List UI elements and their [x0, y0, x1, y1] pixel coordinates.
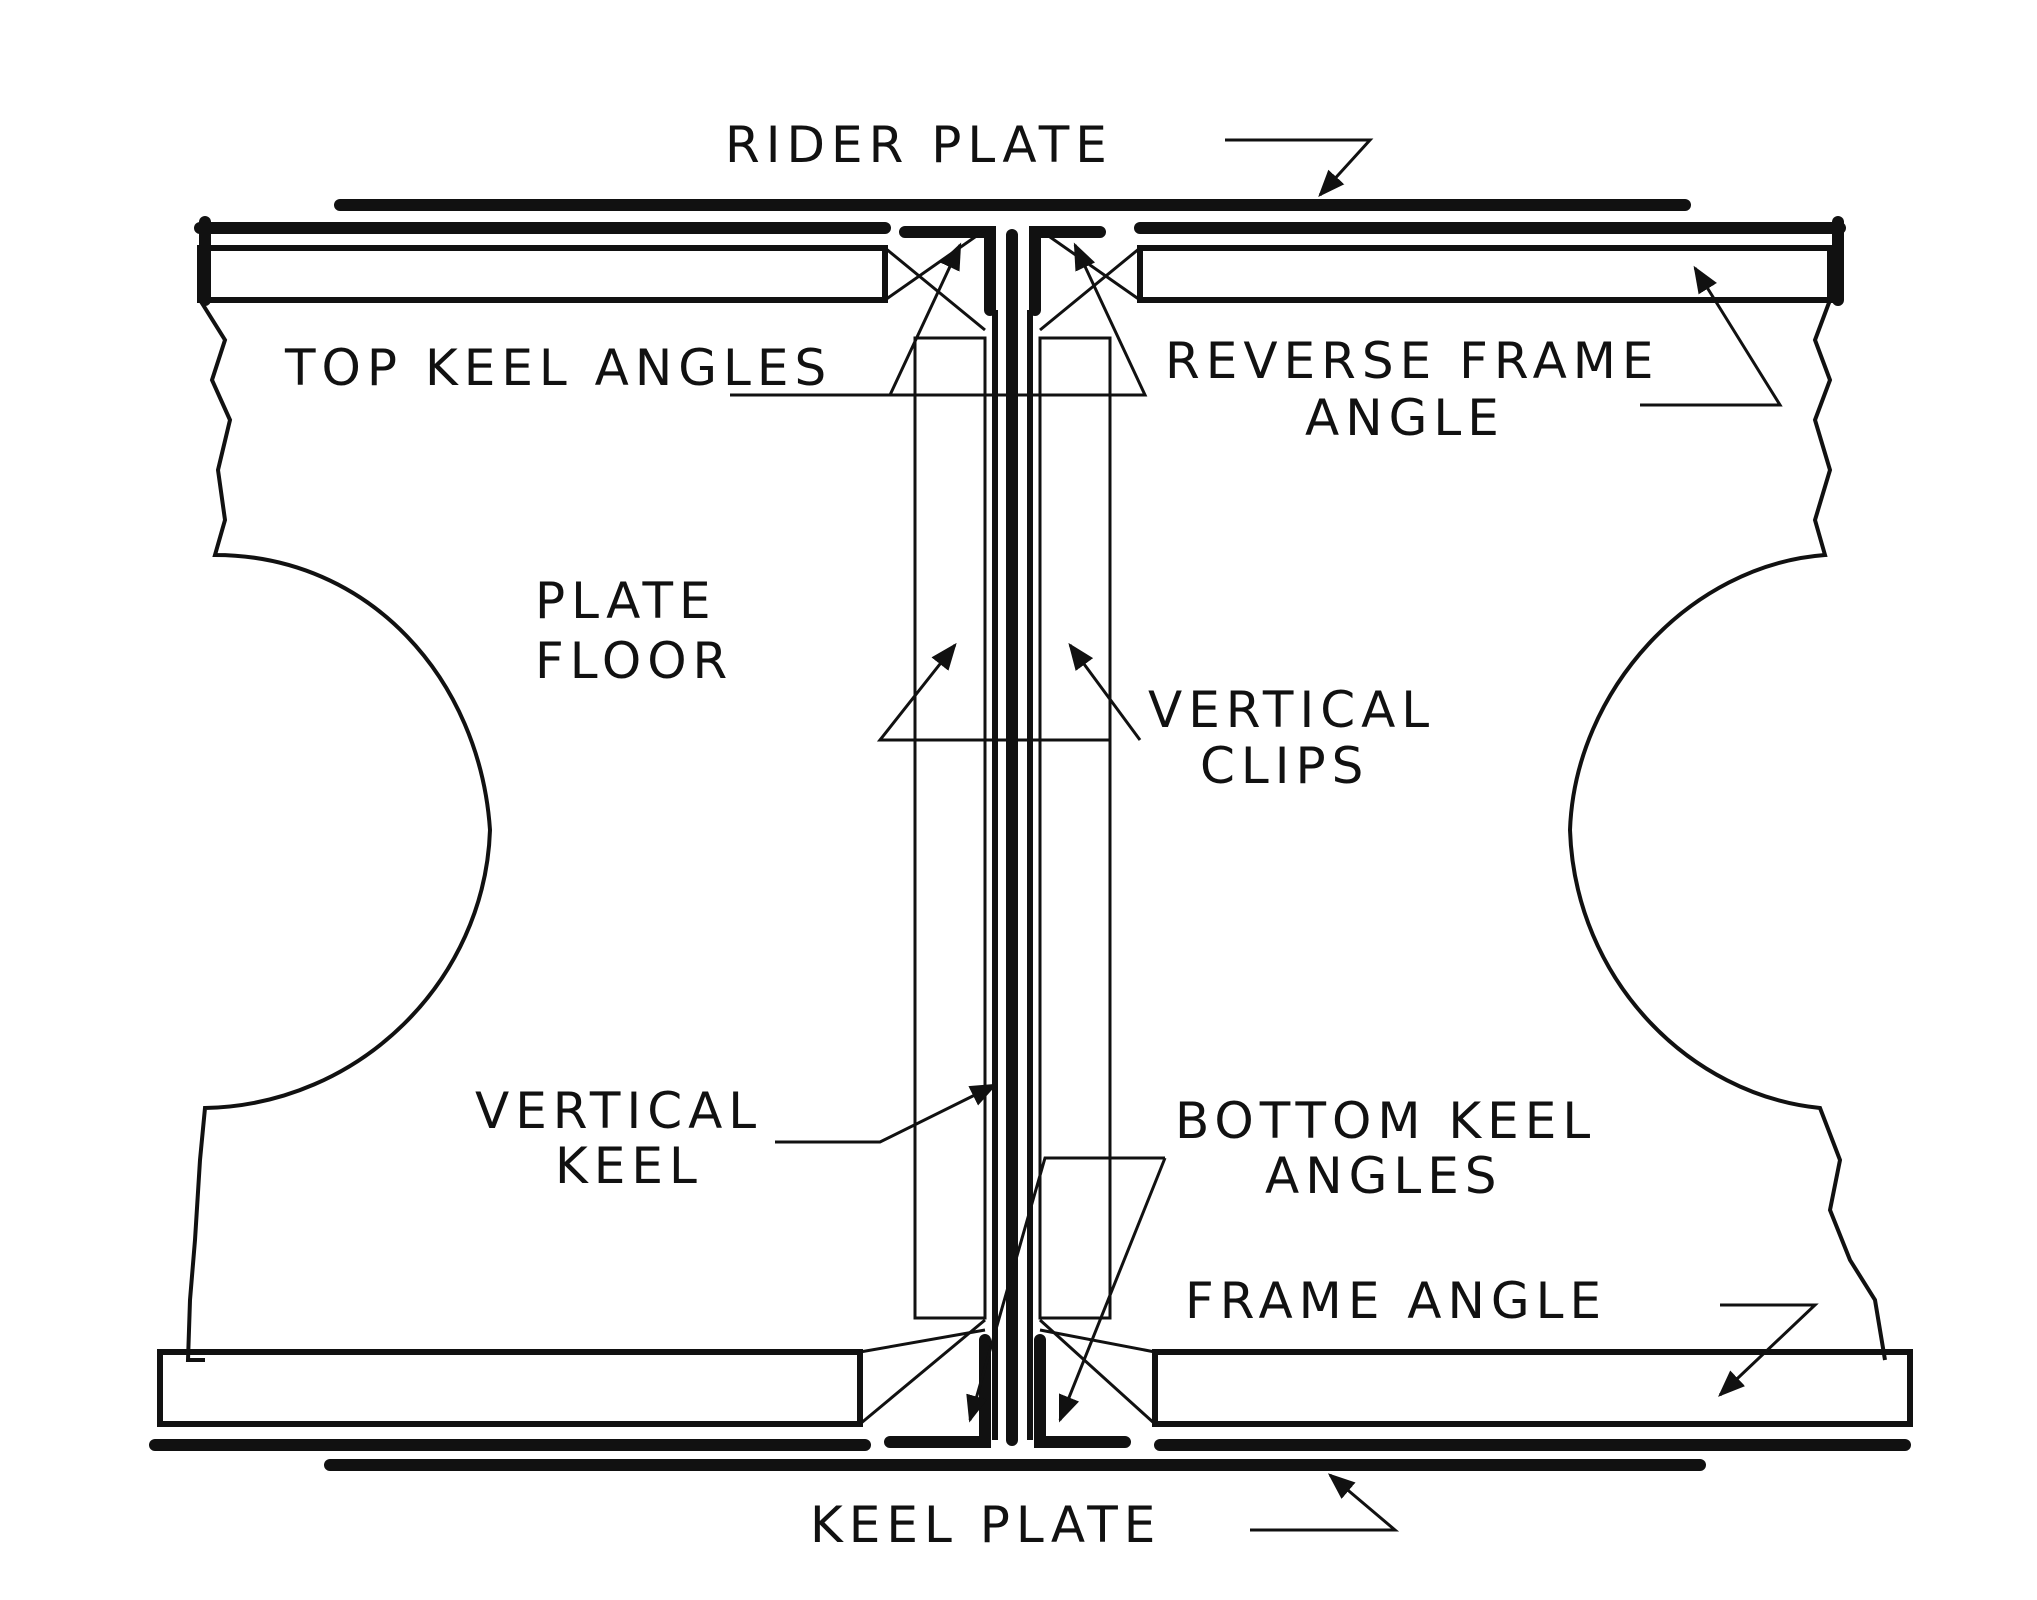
leader-bottom-keel-right [1058, 1157, 1167, 1423]
leader-frame-angle [1718, 1303, 1819, 1397]
top-keel-angle-right [1029, 226, 1106, 316]
leader-vertical-clips-right [1068, 642, 1142, 741]
bottom-chamfer-left-1 [859, 1328, 986, 1354]
label-plate-floor-line2: FLOOR [535, 632, 733, 690]
label-keel-plate: KEEL PLATE [810, 1496, 1161, 1554]
label-bottom-keel-angles-line2: ANGLES [1265, 1147, 1503, 1205]
label-reverse-frame-angle-line2: ANGLE [1305, 389, 1505, 447]
bottom-keel-angle-right [1034, 1334, 1131, 1448]
label-frame-angle: FRAME ANGLE [1185, 1272, 1607, 1330]
top-keel-angle-left [899, 226, 996, 316]
bottom-chamfer-right-1 [1039, 1328, 1156, 1354]
leader-vertical-keel [775, 1083, 998, 1144]
leader-keel-plate [1250, 1473, 1400, 1532]
label-vertical-clips-line1: VERTICAL [1148, 681, 1435, 739]
leader-reverse-frame-angle [1640, 265, 1783, 407]
label-vertical-keel-line1: VERTICAL [475, 1082, 762, 1140]
label-top-keel-angles: TOP KEEL ANGLES [284, 339, 832, 397]
right-plate-floor [1567, 299, 1887, 1361]
top-left-frame-bar [197, 245, 888, 303]
top-right-frame-bar [1137, 245, 1833, 303]
top-chamfer-left-1 [884, 246, 986, 332]
label-vertical-keel-line2: KEEL [555, 1137, 703, 1195]
top-chamfer-left-2 [884, 228, 986, 302]
leader-rider-plate [1225, 138, 1374, 197]
label-reverse-frame-angle-line1: REVERSE FRAME [1165, 332, 1660, 390]
leader-vertical-clips-left [876, 642, 1110, 742]
vertical-clip-left [913, 336, 987, 1320]
leader-bottom-keel-left [966, 1156, 1165, 1423]
bottom-keel-angle-left [884, 1334, 991, 1448]
left-plate-floor [185, 298, 493, 1362]
bottom-chamfer-right-2 [1038, 1318, 1157, 1426]
label-plate-floor-line1: PLATE [535, 572, 717, 630]
bottom-left-frame-bar [157, 1349, 863, 1427]
leader-top-keel-right [890, 242, 1148, 397]
vertical-clip-right [1038, 336, 1112, 1320]
label-vertical-clips-line2: CLIPS [1200, 737, 1369, 795]
top-chamfer-right-1 [1039, 246, 1141, 332]
bottom-chamfer-left-2 [859, 1318, 986, 1426]
label-rider-plate: RIDER PLATE [725, 116, 1113, 174]
bottom-right-frame-bar [1152, 1349, 1913, 1427]
label-bottom-keel-angles-line1: BOTTOM KEEL [1175, 1092, 1596, 1150]
